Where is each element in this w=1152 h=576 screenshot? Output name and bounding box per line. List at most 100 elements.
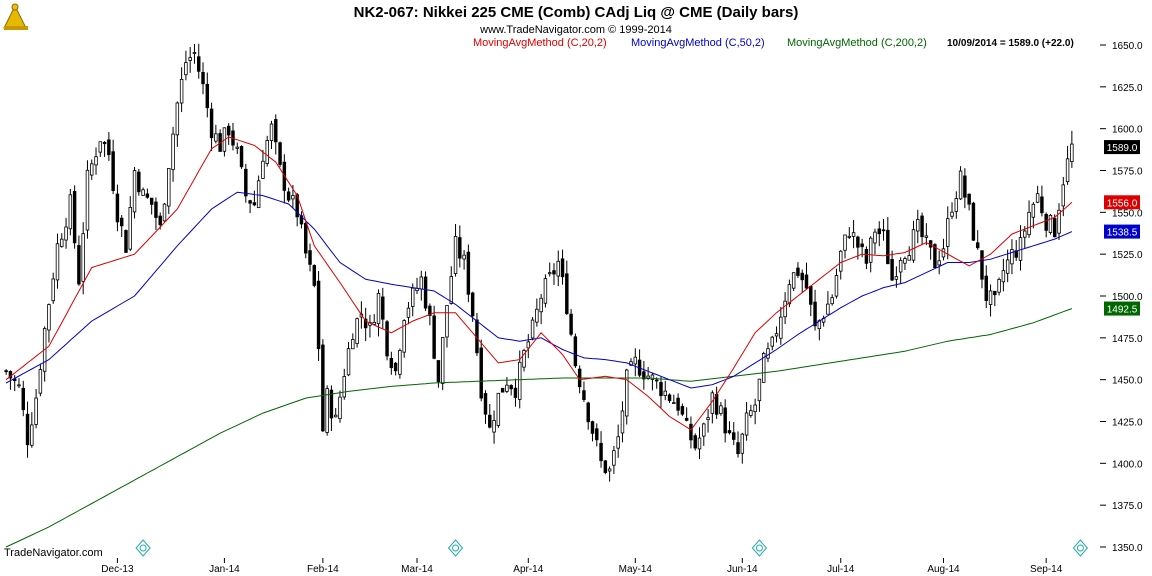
candle-body — [676, 397, 680, 411]
candle-body — [684, 417, 689, 421]
candle-body — [316, 280, 321, 350]
candle-body — [791, 272, 796, 289]
candle-body — [325, 388, 329, 433]
candle-body — [761, 353, 766, 383]
candle-body — [603, 460, 608, 473]
candle-body — [449, 276, 453, 304]
candle-body — [21, 387, 25, 411]
candle-body — [154, 201, 158, 218]
candle-body — [90, 163, 94, 176]
candle-body — [1057, 209, 1061, 234]
y-tick-label: 1475.0 — [1112, 334, 1143, 345]
candle-body — [363, 318, 368, 329]
candle-body — [385, 321, 389, 357]
candle-body — [389, 358, 394, 369]
y-axis: 1650.0 1625.0 1600.0 1575.0 1550.0 1525.0 1500… — [1100, 41, 1143, 554]
candle-body — [496, 392, 501, 426]
candle-body — [278, 142, 282, 165]
logo-icon[interactable] — [3, 3, 28, 30]
y-tick-label: 1400.0 — [1112, 459, 1143, 470]
candle-body — [941, 248, 946, 258]
legend-ma200: MovingAvgMethod (C,200,2) — [787, 37, 927, 49]
candle-body — [774, 333, 779, 337]
candle-body — [539, 297, 543, 313]
event-marker-icon[interactable] — [447, 539, 464, 557]
candle-body — [954, 198, 959, 212]
candle-body — [732, 432, 736, 440]
candle-body — [175, 102, 180, 136]
candle-body — [286, 191, 291, 201]
candle-body — [916, 219, 920, 232]
candle-body — [946, 218, 950, 247]
candle-body — [719, 405, 723, 415]
candle-body — [770, 336, 774, 347]
candle-body — [616, 436, 620, 449]
candle-body — [984, 275, 988, 301]
candle-body — [706, 417, 710, 421]
candle-body — [783, 300, 787, 318]
candle-body — [856, 236, 860, 248]
candle-body — [898, 260, 903, 273]
candle-body — [518, 361, 522, 400]
y-tick-label: 1625.0 — [1112, 83, 1143, 94]
x-tick-label: Sep-14 — [1030, 564, 1063, 575]
candle-body — [813, 301, 817, 327]
candle-body — [145, 193, 150, 198]
candle-body — [124, 230, 128, 253]
event-marker-icon[interactable] — [135, 539, 151, 557]
candle-body — [612, 450, 616, 466]
candle-body — [667, 394, 672, 401]
candle-body — [119, 217, 124, 227]
candle-body — [419, 276, 424, 290]
candle-body — [650, 374, 655, 380]
candle-body — [1035, 193, 1040, 203]
candle-body — [924, 235, 929, 238]
candle-body — [569, 313, 573, 335]
candle-body — [423, 276, 428, 309]
x-tick-label: Feb-14 — [307, 564, 339, 575]
candle-body — [744, 412, 749, 436]
candle-body — [988, 290, 993, 305]
ma50-line — [5, 191, 1073, 389]
y-tick-label: 1375.0 — [1112, 501, 1143, 512]
candle-body — [843, 234, 847, 251]
candle-body — [483, 393, 488, 415]
candle-body — [920, 215, 924, 238]
candle-body — [381, 296, 385, 320]
candle-body — [851, 232, 856, 237]
candle-body — [530, 319, 535, 339]
candle-body — [64, 226, 68, 241]
candle-body — [582, 390, 586, 401]
candle-body — [933, 244, 937, 269]
value-tag-price: 1589.0 — [1104, 140, 1140, 155]
x-tick-label: Mar-14 — [401, 564, 433, 575]
candle-body — [312, 265, 317, 286]
candle-body — [654, 379, 659, 382]
candle-body — [950, 211, 954, 217]
candle-body — [393, 362, 398, 372]
candle-body — [975, 242, 980, 249]
candle-body — [158, 215, 162, 226]
candle-body — [372, 321, 376, 325]
value-tag-label: 1492.5 — [1107, 305, 1138, 316]
candle-body — [963, 175, 967, 198]
candle-body — [402, 320, 406, 353]
candle-body — [252, 202, 257, 206]
candle-body — [522, 350, 526, 368]
candle-body — [881, 229, 886, 232]
candle-body — [1044, 213, 1048, 231]
candle-body — [321, 344, 325, 432]
candle-body — [757, 378, 762, 402]
event-marker-icon[interactable] — [751, 539, 768, 557]
candle-body — [171, 133, 175, 171]
candle-body — [997, 279, 1001, 293]
candle-body — [595, 428, 599, 441]
candle-body — [556, 260, 560, 277]
candle-body — [620, 410, 625, 434]
event-marker-icon[interactable] — [1072, 539, 1089, 557]
x-tick-label: Jan-14 — [209, 564, 240, 575]
event-markers — [135, 539, 1089, 557]
candle-body — [184, 62, 188, 76]
candle-body — [214, 133, 218, 142]
candle-body — [967, 193, 971, 205]
